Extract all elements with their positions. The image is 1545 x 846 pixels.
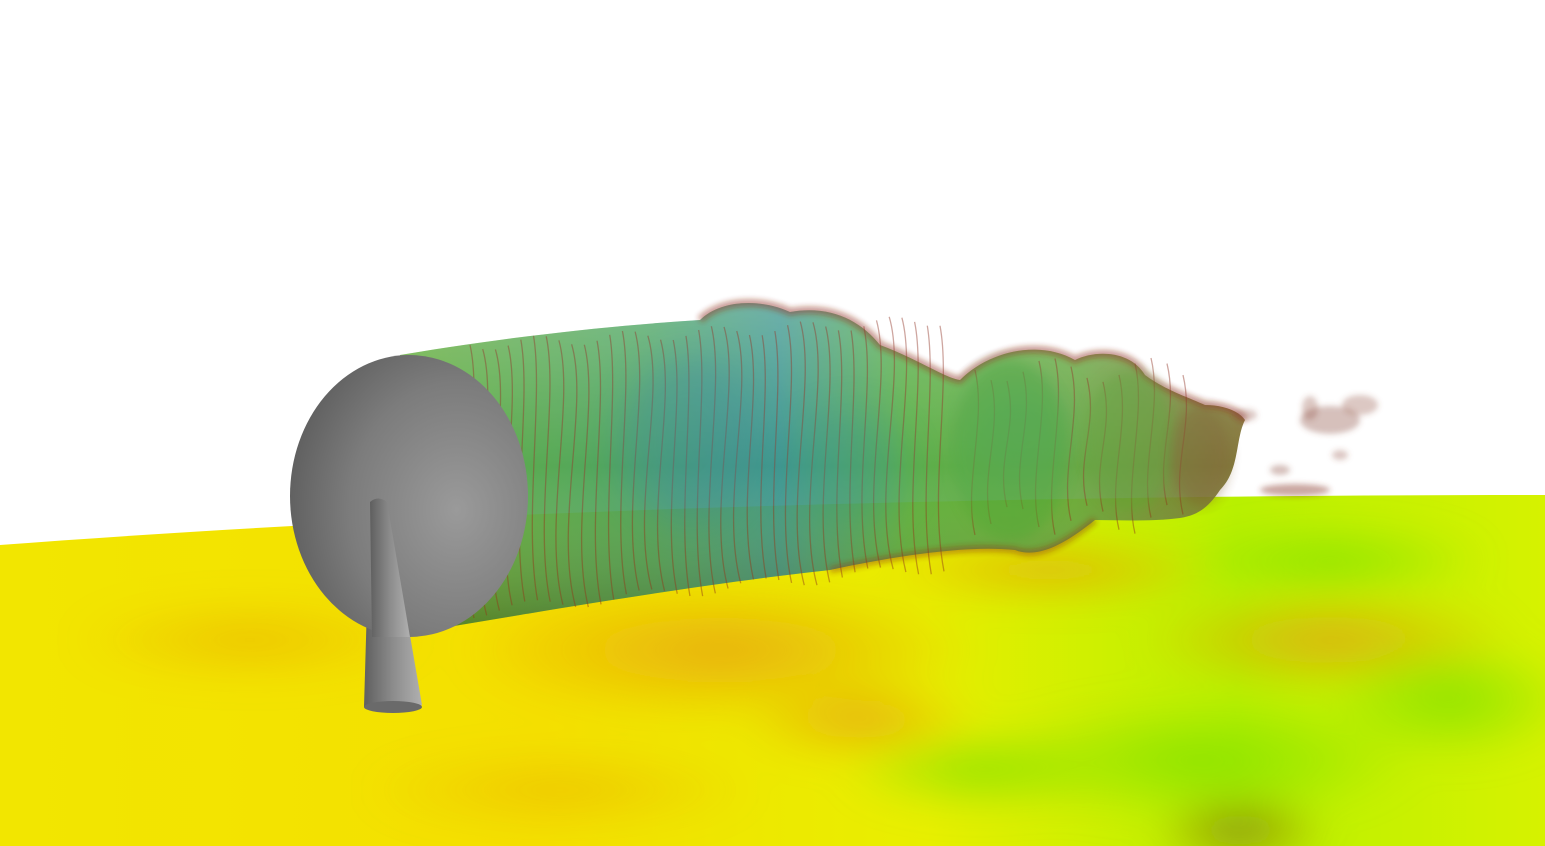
wake-contour-line: [912, 321, 920, 575]
wake-contour-line: [784, 325, 793, 584]
wake-fragments: [1233, 395, 1378, 496]
wake-contour-line: [531, 335, 539, 601]
wake-volume: [400, 299, 1248, 630]
wake-contour-line: [937, 325, 945, 572]
rotor-disc: [290, 355, 528, 637]
wake-contour-line: [567, 344, 578, 608]
wake-contour-line: [555, 340, 565, 605]
wake-contour-line: [898, 317, 908, 573]
wake-contour-line: [580, 344, 590, 608]
wake-contour-line: [760, 335, 767, 579]
wake-contour-line: [594, 340, 602, 605]
wake-contour-line: [607, 334, 615, 600]
wake-contour-line: [1066, 366, 1076, 521]
wake-contour-line: [543, 336, 551, 602]
wake-contour-line: [925, 325, 932, 575]
wake-contour-line: [772, 330, 780, 581]
